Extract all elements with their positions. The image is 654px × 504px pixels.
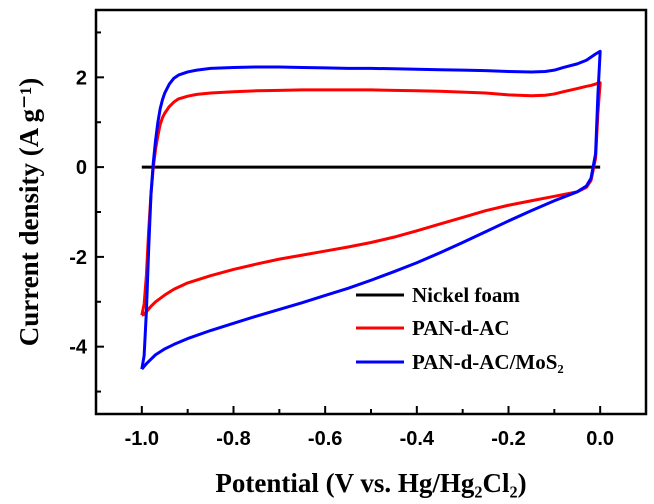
y-tick-label: -2 <box>69 247 87 269</box>
y-tick-label: -4 <box>69 337 88 359</box>
legend-label-pan-d-ac: PAN-d-AC <box>412 316 510 340</box>
legend-label-nickel-foam: Nickel foam <box>412 283 520 307</box>
x-tick-label: 0.0 <box>586 428 614 450</box>
y-axis-label: Current density (A g⁻¹) <box>14 78 44 347</box>
ticks-layer: -1.0 -0.8 -0.6 -0.4 -0.2 0.0 -4 -2 0 2 <box>69 31 614 450</box>
legend-label-pan-d-ac-mos2: PAN-d-AC/MoS₂ <box>412 350 564 374</box>
series-layer <box>140 49 602 371</box>
x-tick-label: -0.8 <box>216 428 250 450</box>
y-tick-label: 2 <box>76 67 87 89</box>
x-tick-label: -0.2 <box>491 428 525 450</box>
x-tick-label: -0.6 <box>308 428 342 450</box>
legend: Nickel foam PAN-d-AC PAN-d-AC/MoS₂ <box>356 283 564 374</box>
x-axis-label: Potential (V vs. Hg/Hg₂Cl₂) <box>215 468 526 498</box>
series-line-1 <box>140 81 602 317</box>
x-tick-label: -0.4 <box>400 428 435 450</box>
y-tick-label: 0 <box>76 157 87 179</box>
series-line-2 <box>140 49 602 371</box>
x-tick-label: -1.0 <box>125 428 159 450</box>
